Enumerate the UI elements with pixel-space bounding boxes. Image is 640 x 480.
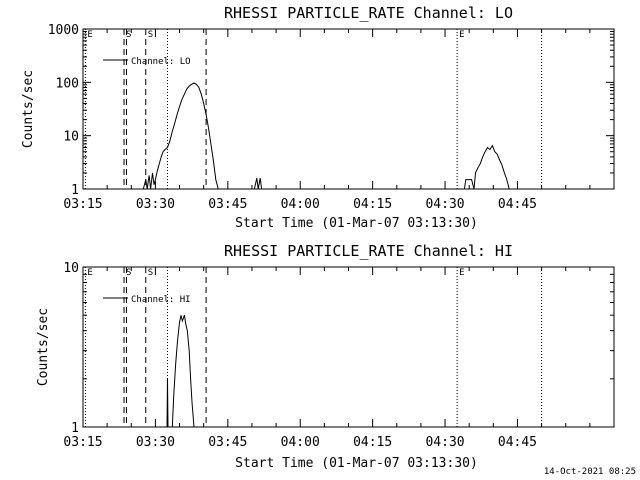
marker-label: S (148, 30, 153, 40)
x-tick-label: 04:30 (425, 435, 464, 450)
series-line (142, 82, 219, 190)
plot-frame (82, 28, 615, 190)
y-tick-label: 10 (63, 130, 79, 145)
plot-frame (82, 266, 615, 428)
chart-title: RHESSI PARTICLE_RATE Channel: LO (224, 4, 513, 22)
y-axis-label: Counts/sec (21, 70, 36, 148)
x-tick-label: 03:45 (208, 435, 247, 450)
x-axis-label: Start Time (01-Mar-07 03:13:30) (235, 216, 478, 231)
x-axis-label: Start Time (01-Mar-07 03:13:30) (235, 456, 478, 471)
y-tick-label: 10 (63, 261, 79, 276)
marker-label: S (126, 30, 131, 40)
y-tick-label: 1 (71, 421, 79, 436)
y-tick-label: 1 (71, 183, 79, 198)
x-tick-label: 04:15 (353, 435, 392, 450)
marker-label: S (126, 268, 131, 278)
x-tick-label: 04:30 (425, 197, 464, 212)
legend-label: Channel: HI (131, 295, 191, 305)
lo-channel-panel: RHESSI PARTICLE_RATE Channel: LO 03:15 03:… (21, 4, 615, 231)
x-tick-label: 03:30 (136, 435, 175, 450)
y-tick-label: 1000 (48, 23, 79, 38)
hi-channel-panel: RHESSI PARTICLE_RATE Channel: HI 03:15 03:… (36, 242, 615, 471)
x-tick-label: 03:30 (136, 197, 175, 212)
footer-timestamp: 14-Oct-2021 08:25 (544, 467, 636, 477)
x-tick-label: 04:45 (498, 435, 537, 450)
marker-label: E (459, 268, 464, 278)
marker-label: E (87, 30, 92, 40)
series-line (253, 177, 263, 190)
x-tick-label: 03:15 (63, 197, 102, 212)
x-tick-label: 03:15 (63, 435, 102, 450)
marker-label: S (148, 268, 153, 278)
y-tick-label: 100 (56, 76, 79, 91)
x-tick-label: 04:15 (353, 197, 392, 212)
series-line (171, 315, 195, 428)
legend-label: Channel: LO (131, 57, 191, 67)
y-axis-label: Counts/sec (36, 308, 51, 386)
marker-label: E (459, 30, 464, 40)
x-tick-label: 04:00 (281, 435, 320, 450)
marker-label: E (87, 268, 92, 278)
series-line (166, 378, 169, 428)
x-tick-label: 03:45 (208, 197, 247, 212)
chart-title: RHESSI PARTICLE_RATE Channel: HI (224, 242, 513, 260)
x-tick-label: 04:45 (498, 197, 537, 212)
series-line (463, 144, 510, 190)
x-tick-label: 04:00 (281, 197, 320, 212)
